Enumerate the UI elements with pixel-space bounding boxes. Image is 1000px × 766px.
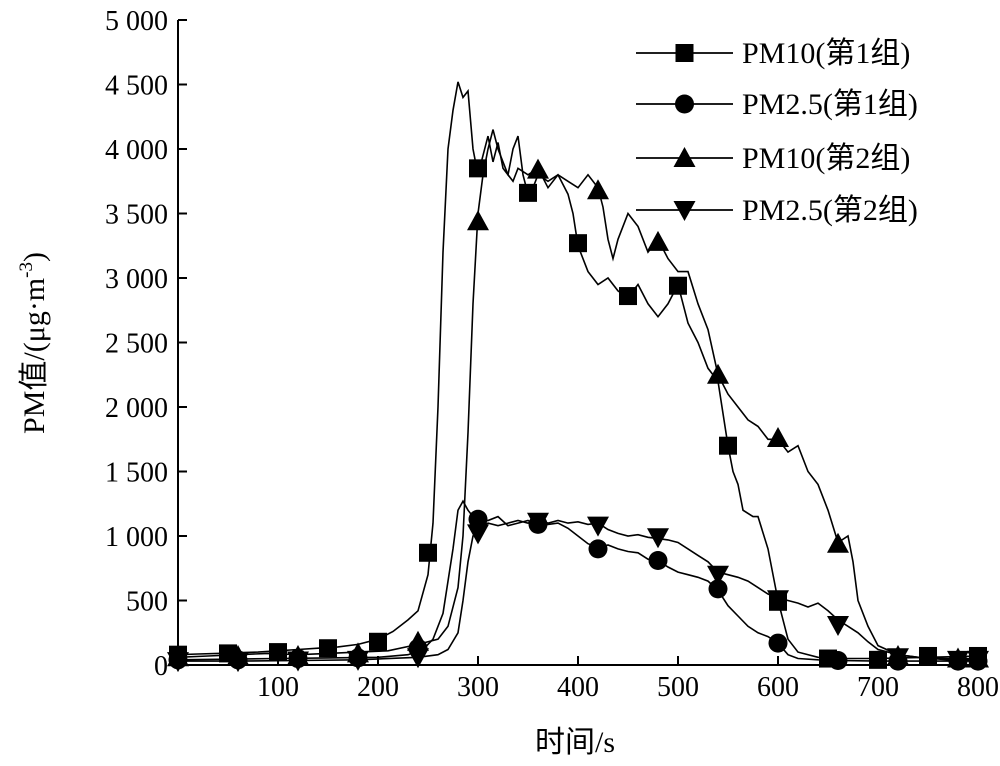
x-tick-label: 800 (957, 672, 999, 703)
data-point-series-1 (369, 632, 387, 651)
y-axis-title-sup: -3 (16, 262, 37, 278)
y-axis-title-main: PM值/(μg·m (18, 278, 51, 434)
legend: PM10(第1组) PM2.5(第1组) PM10(第2组) PM2.5(第2组) (636, 37, 918, 227)
data-point-series-3 (527, 158, 549, 179)
data-point-series-1 (919, 646, 937, 665)
data-point-series-4 (287, 651, 309, 672)
data-point-series-4 (527, 512, 549, 533)
data-point-series-4 (227, 652, 249, 673)
legend-marker-2 (675, 94, 694, 114)
y-tick-label: 4 500 (105, 71, 168, 102)
y-tick-label: 2 500 (105, 329, 168, 360)
data-point-series-4 (407, 648, 429, 669)
x-tick-label: 200 (357, 672, 399, 703)
data-point-series-2 (708, 579, 728, 599)
data-point-series-4 (347, 650, 369, 671)
data-point-series-4 (647, 528, 669, 549)
data-point-series-1 (419, 543, 437, 562)
data-point-series-1 (469, 159, 487, 178)
series-line-1 (177, 81, 979, 660)
series-line-4 (178, 518, 978, 662)
series-line-2 (177, 499, 978, 662)
series-markers (167, 158, 989, 673)
y-tick-label: 500 (126, 587, 168, 618)
data-point-series-4 (827, 616, 849, 637)
data-point-series-1 (719, 436, 737, 455)
x-tick-label: 600 (757, 672, 799, 703)
data-point-series-1 (669, 276, 687, 295)
data-point-series-3 (647, 230, 669, 251)
y-tick-label: 3 000 (105, 264, 168, 295)
legend-label-1: PM10(第1组) (742, 37, 910, 70)
y-tick-label: 3 500 (105, 200, 168, 231)
x-tick-label: 400 (557, 672, 599, 703)
legend-marker-1 (675, 44, 694, 62)
data-point-series-1 (269, 643, 287, 662)
x-axis-title: 时间/s (535, 726, 615, 759)
series-lines (177, 81, 979, 662)
x-tick-label: 500 (657, 672, 699, 703)
data-point-series-2 (588, 539, 608, 559)
data-point-series-3 (707, 363, 729, 384)
data-point-series-2 (828, 650, 848, 670)
legend-marker-4 (673, 201, 696, 221)
legend-label-4: PM2.5(第2组) (742, 194, 918, 227)
y-tick-label: 1 500 (105, 458, 168, 489)
data-point-series-3 (587, 179, 609, 200)
x-tick-label: 100 (257, 672, 299, 703)
x-tick-label: 300 (457, 672, 499, 703)
y-axis-title-close: ) (18, 252, 51, 262)
data-point-series-4 (707, 565, 729, 586)
data-point-series-4 (467, 524, 489, 545)
legend-marker-3 (673, 147, 696, 167)
y-tick-label: 5 000 (105, 6, 168, 37)
data-point-series-1 (519, 183, 537, 202)
data-point-series-4 (767, 590, 789, 611)
data-point-series-4 (947, 650, 969, 671)
data-point-series-3 (407, 630, 429, 651)
legend-label-3: PM10(第2组) (742, 142, 910, 175)
data-point-series-3 (767, 426, 789, 447)
data-point-series-1 (619, 287, 637, 306)
data-point-series-3 (827, 532, 849, 553)
data-point-series-2 (648, 551, 668, 571)
y-axis-title: PM值/(μg·m-3) (16, 252, 51, 434)
data-point-series-2 (768, 633, 788, 653)
data-point-series-1 (569, 234, 587, 253)
series-line-3 (177, 129, 978, 660)
y-tick-label: 0 (154, 651, 168, 682)
data-point-series-3 (467, 210, 489, 231)
y-tick-label: 1 000 (105, 522, 168, 553)
legend-label-2: PM2.5(第1组) (742, 88, 918, 121)
y-tick-label: 2 000 (105, 393, 168, 424)
y-tick-label: 4 000 (105, 135, 168, 166)
data-point-series-1 (319, 639, 337, 658)
data-point-series-4 (887, 648, 909, 669)
data-point-series-2 (468, 509, 488, 529)
data-point-series-4 (587, 516, 609, 537)
axis-ticks: 0 500 1 000 1 500 2 000 2 500 3 000 3 500 4 000 4… (105, 6, 999, 703)
x-tick-label: 700 (857, 672, 899, 703)
